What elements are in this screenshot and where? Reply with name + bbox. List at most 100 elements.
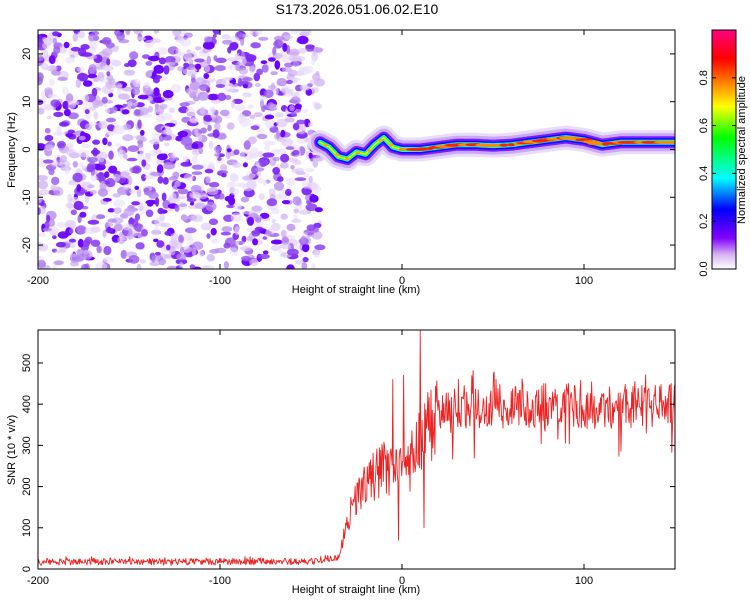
noise-speckle bbox=[83, 250, 93, 260]
noise-speckle bbox=[268, 188, 276, 193]
noise-speckle bbox=[301, 262, 308, 269]
noise-speckle bbox=[270, 71, 278, 76]
ridge-hotspot bbox=[661, 140, 675, 144]
noise-speckle bbox=[250, 147, 259, 157]
noise-speckle bbox=[250, 125, 260, 130]
noise-speckle bbox=[77, 72, 89, 82]
noise-speckle bbox=[224, 95, 232, 100]
noise-speckle bbox=[231, 99, 235, 109]
ridge-hotspot bbox=[355, 151, 361, 154]
noise-speckle bbox=[279, 243, 292, 250]
noise-speckle bbox=[242, 210, 254, 215]
noise-speckle bbox=[177, 66, 184, 72]
noise-speckle bbox=[237, 78, 243, 87]
noise-speckle bbox=[113, 199, 126, 208]
noise-speckle bbox=[53, 111, 64, 118]
noise-speckle bbox=[259, 95, 266, 101]
noise-speckle bbox=[125, 30, 131, 36]
noise-speckle bbox=[101, 85, 114, 95]
noise-speckle bbox=[129, 51, 139, 60]
noise-speckle bbox=[60, 155, 67, 163]
noise-speckle bbox=[82, 80, 93, 87]
noise-speckle bbox=[128, 255, 140, 264]
noise-speckle bbox=[270, 239, 283, 245]
noise-speckle bbox=[75, 78, 82, 88]
noise-speckle bbox=[84, 109, 90, 115]
noise-speckle bbox=[106, 71, 111, 77]
noise-speckle bbox=[153, 238, 159, 243]
noise-speckle bbox=[259, 159, 267, 168]
noise-speckle bbox=[134, 109, 141, 116]
noise-speckle bbox=[48, 218, 55, 227]
noise-speckle bbox=[38, 232, 46, 238]
noise-speckle bbox=[268, 225, 280, 231]
noise-speckle bbox=[141, 229, 148, 237]
figure-title: S173.2026.051.06.02.E10 bbox=[276, 1, 439, 17]
noise-speckle bbox=[276, 130, 280, 139]
noise-speckle bbox=[144, 157, 153, 163]
noise-speckle bbox=[112, 173, 121, 182]
noise-speckle bbox=[314, 103, 323, 110]
y-tick-label: 0 bbox=[21, 566, 33, 572]
noise-speckle bbox=[313, 87, 319, 93]
noise-speckle bbox=[65, 202, 74, 209]
noise-speckle bbox=[227, 63, 236, 71]
noise-speckle bbox=[38, 180, 49, 190]
noise-speckle bbox=[198, 250, 205, 258]
noise-speckle bbox=[112, 193, 121, 198]
noise-speckle bbox=[160, 113, 173, 121]
noise-speckle bbox=[214, 65, 226, 72]
noise-speckle bbox=[191, 171, 203, 176]
noise-speckle bbox=[161, 192, 167, 202]
noise-speckle bbox=[232, 98, 244, 104]
noise-speckle bbox=[166, 265, 178, 269]
noise-speckle bbox=[280, 213, 288, 220]
noise-speckle bbox=[163, 254, 172, 259]
noise-speckle bbox=[280, 153, 290, 163]
noise-speckle bbox=[263, 140, 276, 146]
noise-speckle bbox=[213, 55, 218, 62]
noise-speckle bbox=[212, 33, 217, 39]
noise-speckle bbox=[247, 104, 254, 110]
noise-speckle bbox=[127, 59, 137, 68]
noise-speckle bbox=[43, 37, 54, 46]
noise-speckle bbox=[240, 245, 252, 252]
noise-speckle bbox=[97, 188, 109, 197]
noise-speckle bbox=[63, 41, 70, 49]
noise-speckle bbox=[108, 150, 114, 160]
noise-speckle bbox=[95, 262, 108, 269]
noise-speckle bbox=[286, 223, 296, 231]
noise-speckle bbox=[305, 168, 315, 173]
noise-speckle bbox=[48, 168, 55, 176]
snr-xlabel: Height of straight line (km) bbox=[292, 584, 420, 596]
noise-speckle bbox=[76, 225, 87, 235]
noise-speckle bbox=[242, 175, 254, 181]
noise-speckle bbox=[164, 56, 176, 64]
noise-speckle bbox=[175, 258, 188, 265]
noise-speckle bbox=[257, 253, 270, 260]
noise-speckle bbox=[161, 129, 173, 135]
noise-speckle bbox=[107, 141, 112, 147]
noise-speckle bbox=[184, 52, 193, 62]
noise-speckle bbox=[64, 241, 71, 249]
noise-speckle bbox=[99, 77, 109, 83]
noise-speckle bbox=[289, 105, 295, 112]
noise-speckle bbox=[288, 77, 301, 82]
noise-speckle bbox=[212, 30, 221, 35]
noise-speckle bbox=[291, 218, 302, 223]
noise-speckle bbox=[148, 55, 160, 62]
noise-speckle bbox=[141, 54, 151, 59]
noise-speckle bbox=[44, 127, 51, 134]
spectrogram-ylabel: Frequency (Hz) bbox=[6, 112, 18, 188]
y-tick-label: 300 bbox=[21, 436, 33, 454]
noise-speckle bbox=[251, 205, 263, 212]
noise-speckle bbox=[171, 152, 176, 159]
noise-speckle bbox=[102, 137, 108, 146]
noise-speckle bbox=[127, 145, 140, 153]
noise-speckle bbox=[214, 122, 221, 131]
colorbar-ticks: 0.0 0.2 0.4 0.6 0.8 bbox=[698, 70, 736, 277]
noise-speckle bbox=[87, 184, 95, 189]
noise-speckle bbox=[292, 149, 300, 156]
noise-speckle bbox=[176, 253, 187, 261]
